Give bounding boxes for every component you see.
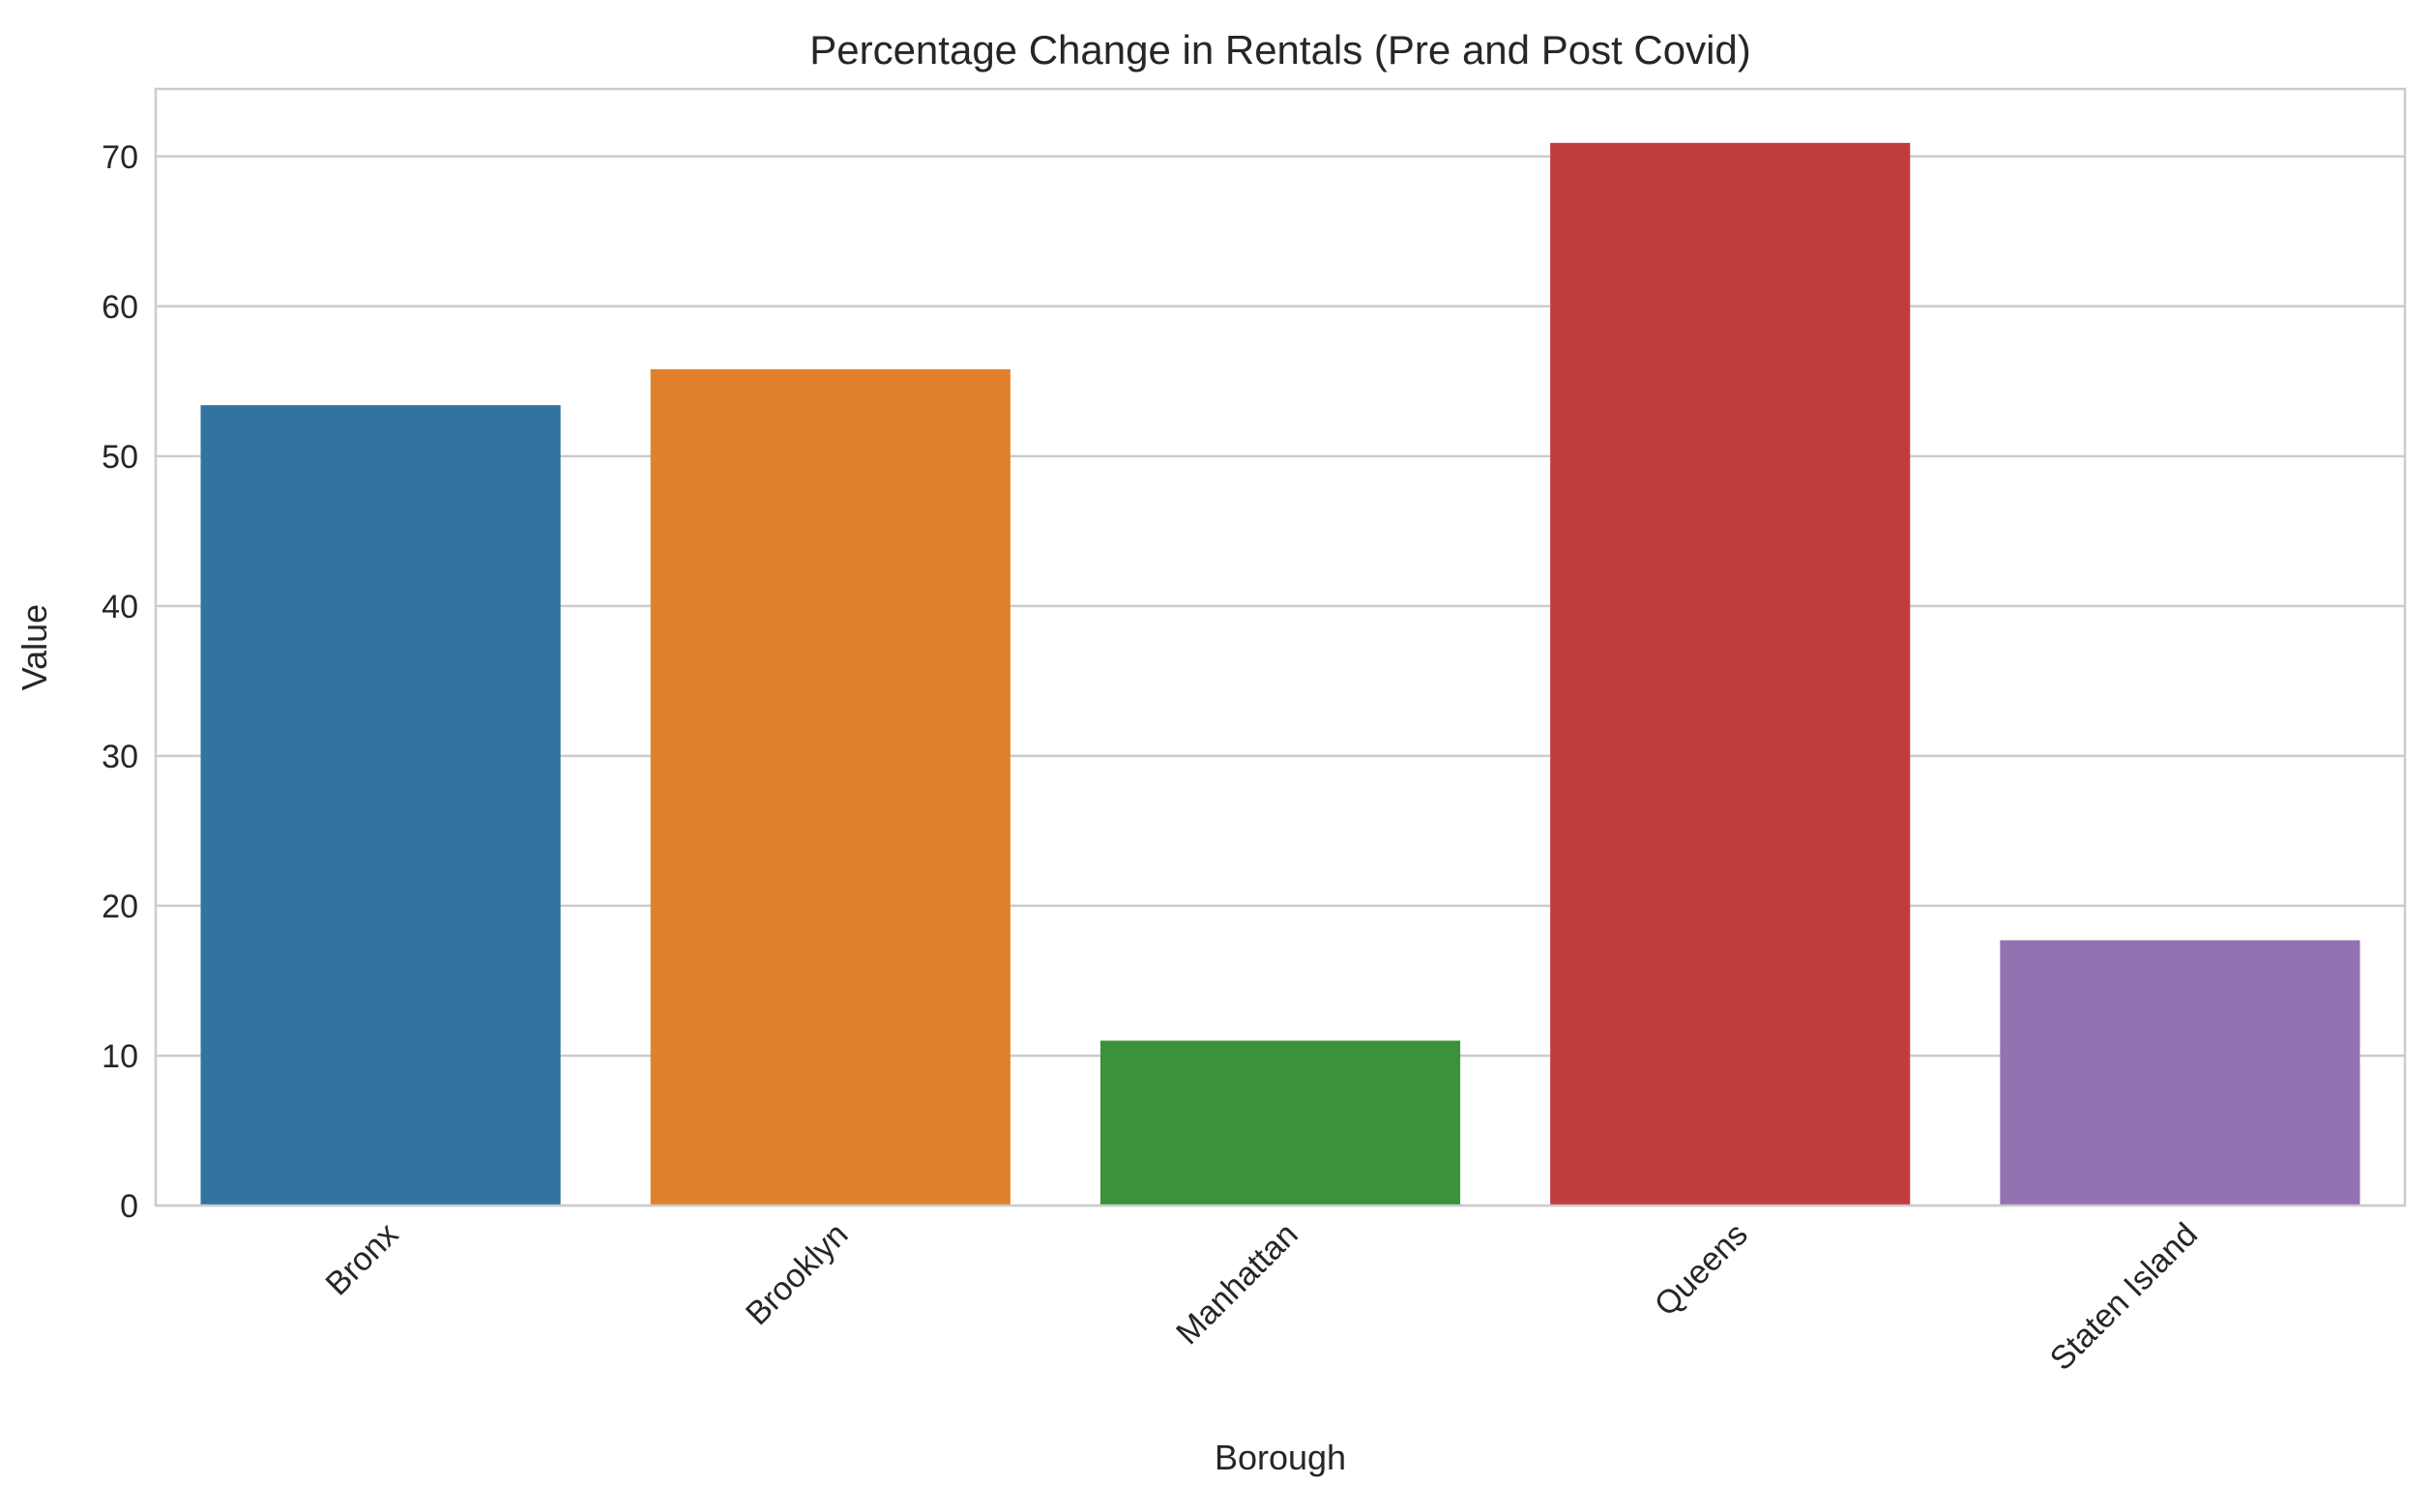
y-tick-labels: 0 10 20 30 40 50 60 70 xyxy=(102,139,138,1225)
chart-title: Percentage Change in Rentals (Pre and Po… xyxy=(809,27,1751,73)
bar-manhattan xyxy=(1099,1040,1461,1206)
y-tick-label: 70 xyxy=(102,139,138,176)
y-axis-title: Value xyxy=(15,604,54,690)
y-tick-label: 60 xyxy=(102,289,138,326)
y-tick-label: 40 xyxy=(102,589,138,625)
y-tick-label: 10 xyxy=(102,1038,138,1075)
plot-frame xyxy=(154,87,2407,1207)
bar-queens xyxy=(1550,142,1911,1206)
y-tick-label: 30 xyxy=(102,739,138,775)
y-tick-label: 50 xyxy=(102,439,138,476)
y-tick-label: 20 xyxy=(102,888,138,925)
bar-bronx xyxy=(200,405,561,1206)
bar-staten-island xyxy=(2000,940,2360,1206)
bar-brooklyn xyxy=(650,368,1011,1207)
x-axis-title: Borough xyxy=(1215,1438,1346,1477)
y-tick-label: 0 xyxy=(120,1188,138,1225)
bars xyxy=(200,142,2360,1207)
